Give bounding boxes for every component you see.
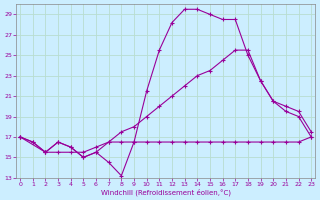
- X-axis label: Windchill (Refroidissement éolien,°C): Windchill (Refroidissement éolien,°C): [101, 188, 231, 196]
